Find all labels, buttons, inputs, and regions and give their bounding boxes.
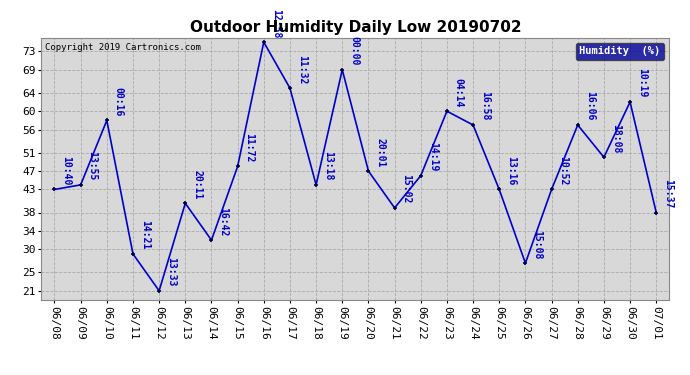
Point [468,122,479,128]
Text: 10:52: 10:52 [558,156,569,185]
Point [651,210,662,216]
Point [520,260,531,266]
Point [101,117,112,123]
Point [258,39,269,45]
Text: 10:40: 10:40 [61,156,72,185]
Point [310,182,322,188]
Text: 13:16: 13:16 [506,156,516,185]
Point [154,288,165,294]
Text: 15:08: 15:08 [533,230,542,259]
Point [284,85,295,91]
Text: 10:19: 10:19 [637,68,647,98]
Point [180,200,191,206]
Point [363,168,374,174]
Point [337,67,348,73]
Text: 16:58: 16:58 [480,92,490,121]
Point [389,205,400,211]
Point [624,99,635,105]
Title: Outdoor Humidity Daily Low 20190702: Outdoor Humidity Daily Low 20190702 [190,20,521,35]
Text: 15:37: 15:37 [663,179,673,209]
Text: 20:01: 20:01 [375,138,386,167]
Legend: Humidity  (%): Humidity (%) [575,43,664,60]
Point [415,172,426,178]
Point [598,154,609,160]
Text: 12:58: 12:58 [270,9,281,38]
Text: Copyright 2019 Cartronics.com: Copyright 2019 Cartronics.com [45,43,200,52]
Text: 00:16: 00:16 [114,87,124,116]
Text: 11:72: 11:72 [244,133,255,162]
Text: 13:33: 13:33 [166,257,176,286]
Point [442,108,453,114]
Text: 18:08: 18:08 [611,124,621,153]
Text: 15:02: 15:02 [402,174,411,204]
Point [494,186,505,192]
Point [572,122,583,128]
Text: 13:55: 13:55 [88,152,97,181]
Text: 16:06: 16:06 [584,92,595,121]
Text: 13:18: 13:18 [323,152,333,181]
Text: 04:14: 04:14 [454,78,464,107]
Text: 20:11: 20:11 [193,170,202,199]
Point [75,182,86,188]
Text: 14:21: 14:21 [140,220,150,250]
Point [546,186,557,192]
Text: 00:00: 00:00 [349,36,359,66]
Text: 11:32: 11:32 [297,55,307,84]
Point [206,237,217,243]
Point [49,186,60,192]
Text: 14:19: 14:19 [428,142,437,171]
Point [128,251,139,257]
Point [232,164,243,170]
Text: 16:42: 16:42 [219,207,228,236]
